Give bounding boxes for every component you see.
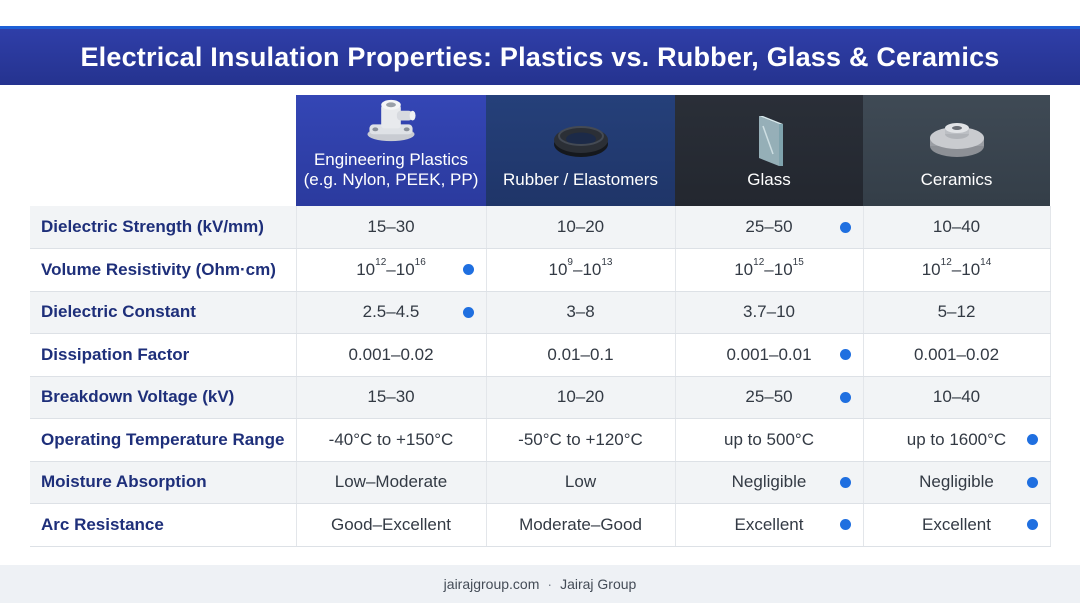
table-cell: up to 500°C — [675, 418, 864, 462]
table-cell: Excellent — [863, 503, 1051, 547]
table-cell: -40°C to +150°C — [296, 418, 487, 462]
highlight-dot-icon — [1026, 434, 1038, 446]
table-cell: Moderate–Good — [486, 503, 676, 547]
table-cell: 1012–1015 — [675, 248, 864, 292]
footer-brand: Jairaj Group — [560, 576, 637, 592]
table-cell: 15–30 — [296, 376, 487, 419]
highlight-dot-icon — [839, 476, 851, 488]
table-cell: 3.7–10 — [675, 291, 864, 334]
property-label: Dielectric Strength (kV/mm) — [30, 206, 297, 249]
footer-site-link[interactable]: jairajgroup.com — [443, 576, 540, 592]
column-header-ceramics: Ceramics — [863, 95, 1050, 206]
comparison-table: Engineering Plastics (e.g. Nylon, PEEK, … — [30, 95, 1051, 547]
highlight-dot-icon — [1026, 476, 1038, 488]
highlight-dot-icon — [839, 349, 851, 361]
table-cell: 0.001–0.02 — [863, 333, 1051, 377]
property-label: Moisture Absorption — [30, 461, 297, 504]
highlight-dot-icon — [1026, 519, 1038, 531]
property-label: Dissipation Factor — [30, 333, 297, 377]
table-cell: Negligible — [863, 461, 1051, 504]
table-cell: 0.01–0.1 — [486, 333, 676, 377]
table-row: Dissipation Factor 0.001–0.02 0.01–0.1 0… — [30, 333, 1051, 377]
property-label: Volume Resistivity (Ohm·cm) — [30, 248, 297, 292]
column-header-rubber: Rubber / Elastomers — [486, 95, 675, 206]
highlight-dot-icon — [839, 221, 851, 233]
highlight-dot-icon — [462, 306, 474, 318]
table-cell: 15–30 — [296, 206, 487, 249]
table-cell: Excellent — [675, 503, 864, 547]
table-cell: 10–40 — [863, 376, 1051, 419]
table-row: Arc Resistance Good–Excellent Moderate–G… — [30, 503, 1051, 547]
column-label-ceramics: Ceramics — [920, 170, 993, 189]
ceramic-washer-icon — [929, 123, 984, 157]
footer: jairajgroup.com · Jairaj Group — [0, 565, 1080, 603]
table-cell: 1012–1016 — [296, 248, 487, 292]
table-cell: 0.001–0.01 — [675, 333, 864, 377]
column-label-plastics: Engineering Plastics — [313, 150, 468, 169]
table-row: Operating Temperature Range -40°C to +15… — [30, 418, 1051, 462]
footer-separator: · — [547, 576, 553, 592]
table-cell: Low–Moderate — [296, 461, 487, 504]
table-cell: 2.5–4.5 — [296, 291, 487, 334]
column-header-glass: Glass — [675, 95, 863, 206]
highlight-dot-icon — [839, 519, 851, 531]
column-label-rubber: Rubber / Elastomers — [503, 170, 658, 189]
header-row: Engineering Plastics (e.g. Nylon, PEEK, … — [30, 95, 1050, 206]
glass-pane-icon — [759, 116, 783, 166]
table-cell: 10–40 — [863, 206, 1051, 249]
table-cell: 25–50 — [675, 376, 864, 419]
table-cell: 0.001–0.02 — [296, 333, 487, 377]
comparison-table-wrap: Engineering Plastics (e.g. Nylon, PEEK, … — [30, 95, 1051, 547]
table-row: Dielectric Strength (kV/mm) 15–30 10–20 … — [30, 206, 1051, 249]
top-strip — [0, 0, 1080, 26]
plastic-flange-icon — [367, 99, 416, 142]
page-title: Electrical Insulation Properties: Plasti… — [80, 41, 1000, 72]
title-bar: Electrical Insulation Properties: Plasti… — [0, 26, 1080, 85]
table-cell: 3–8 — [486, 291, 676, 334]
column-sublabel-plastics: (e.g. Nylon, PEEK, PP) — [303, 170, 479, 189]
column-label-glass: Glass — [747, 170, 791, 189]
table-cell: Negligible — [675, 461, 864, 504]
table-cell: 1012–1014 — [863, 248, 1051, 292]
table-cell: up to 1600°C — [863, 418, 1051, 462]
table-cell: 5–12 — [863, 291, 1051, 334]
table-cell: 10–20 — [486, 206, 676, 249]
table-cell: Good–Excellent — [296, 503, 487, 547]
header-corner-cell — [30, 95, 296, 206]
table-cell: 109–1013 — [486, 248, 676, 292]
property-label: Dielectric Constant — [30, 291, 297, 334]
column-header-plastics: Engineering Plastics (e.g. Nylon, PEEK, … — [296, 95, 486, 206]
table-cell: -50°C to +120°C — [486, 418, 676, 462]
property-label: Operating Temperature Range — [30, 418, 297, 462]
table-row: Volume Resistivity (Ohm·cm) 1012–1016 10… — [30, 248, 1051, 292]
rubber-ring-icon — [553, 126, 608, 157]
property-label: Arc Resistance — [30, 503, 297, 547]
table-cell: Low — [486, 461, 676, 504]
highlight-dot-icon — [839, 391, 851, 403]
table-row: Moisture Absorption Low–Moderate Low Neg… — [30, 461, 1051, 504]
highlight-dot-icon — [462, 264, 474, 276]
table-cell: 10–20 — [486, 376, 676, 419]
property-label: Breakdown Voltage (kV) — [30, 376, 297, 419]
table-row: Dielectric Constant 2.5–4.5 3–8 3.7–10 5… — [30, 291, 1051, 334]
table-row: Breakdown Voltage (kV) 15–30 10–20 25–50… — [30, 376, 1051, 419]
table-cell: 25–50 — [675, 206, 864, 249]
